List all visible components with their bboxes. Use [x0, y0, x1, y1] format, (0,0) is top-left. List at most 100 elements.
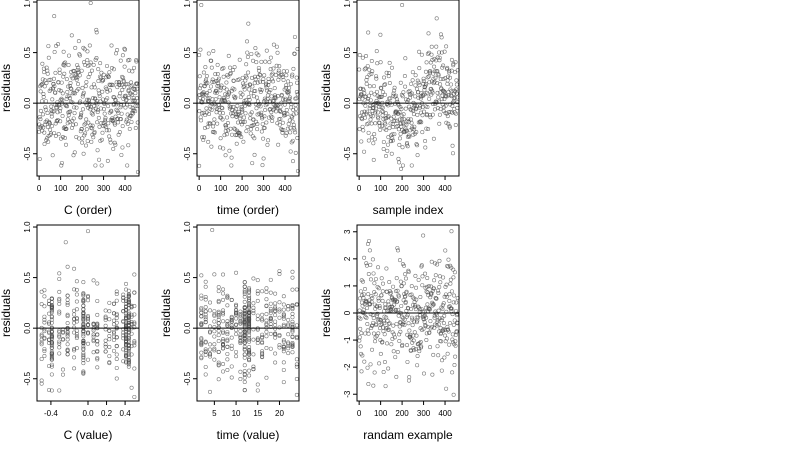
data-point — [277, 64, 282, 69]
data-point — [81, 293, 86, 298]
data-point — [247, 328, 252, 333]
data-point — [446, 327, 451, 332]
data-point — [221, 330, 226, 335]
data-point — [368, 277, 373, 282]
data-point — [436, 291, 441, 296]
data-point — [449, 229, 454, 234]
data-point — [438, 280, 443, 285]
data-point — [39, 342, 44, 347]
data-point — [420, 274, 425, 279]
data-point — [446, 93, 451, 98]
data-point — [399, 284, 404, 289]
data-point — [295, 168, 300, 173]
data-point — [129, 385, 134, 390]
data-point — [437, 258, 442, 263]
data-point — [103, 349, 108, 354]
data-point — [124, 304, 129, 309]
data-point — [274, 109, 279, 114]
data-point — [95, 109, 100, 114]
data-point — [72, 330, 77, 335]
data-point — [65, 332, 70, 337]
data-point — [74, 279, 79, 284]
data-point — [80, 136, 85, 141]
data-point — [86, 314, 91, 319]
data-point — [266, 79, 271, 84]
data-point — [414, 106, 419, 111]
data-point — [121, 359, 126, 364]
data-point — [203, 315, 208, 320]
data-point — [406, 270, 411, 275]
data-point — [57, 301, 62, 306]
data-point — [65, 293, 70, 298]
data-point — [234, 107, 239, 112]
data-point — [277, 325, 282, 330]
data-point — [60, 114, 65, 119]
data-point — [92, 129, 97, 134]
data-point — [380, 298, 385, 303]
data-point — [41, 112, 46, 117]
data-point — [447, 68, 452, 73]
data-point — [57, 339, 62, 344]
data-point — [77, 53, 82, 58]
data-point — [407, 375, 412, 380]
data-point — [281, 349, 286, 354]
data-point — [389, 342, 394, 347]
data-point — [119, 152, 124, 157]
data-point — [135, 169, 140, 174]
data-point — [368, 362, 373, 367]
data-point — [395, 288, 400, 293]
data-point — [389, 151, 394, 156]
data-point — [367, 248, 372, 253]
data-point — [281, 339, 286, 344]
data-point — [419, 120, 424, 125]
data-point — [44, 99, 49, 104]
data-point — [49, 356, 54, 361]
data-point — [232, 87, 237, 92]
data-point — [49, 320, 54, 325]
data-point — [392, 335, 397, 340]
data-point — [373, 292, 378, 297]
data-point — [383, 111, 388, 116]
data-point — [263, 108, 268, 113]
x-tick-label: 200 — [395, 184, 409, 193]
data-point — [74, 292, 79, 297]
data-point — [221, 308, 226, 313]
data-point — [102, 111, 107, 116]
data-point — [229, 343, 234, 348]
data-point — [73, 71, 78, 76]
x-tick-label: 300 — [97, 184, 111, 193]
data-point — [378, 351, 383, 356]
data-point — [359, 139, 364, 144]
data-point — [60, 372, 65, 377]
data-point — [281, 316, 286, 321]
data-point — [264, 297, 269, 302]
data-point — [264, 48, 269, 53]
data-point — [57, 271, 62, 276]
data-point — [74, 335, 79, 340]
data-point — [447, 298, 452, 303]
data-point — [267, 90, 272, 95]
data-point — [385, 318, 390, 323]
data-point — [447, 292, 452, 297]
data-point — [74, 316, 79, 321]
data-point — [242, 338, 247, 343]
data-point — [383, 302, 388, 307]
data-point — [370, 69, 375, 74]
data-point — [291, 112, 296, 117]
data-point — [247, 297, 252, 302]
data-point — [277, 300, 282, 305]
data-point — [107, 70, 112, 75]
data-point — [106, 104, 111, 109]
data-point — [208, 347, 213, 352]
data-point — [268, 310, 273, 315]
data-point — [119, 83, 124, 88]
data-point — [117, 82, 122, 87]
data-point — [206, 139, 211, 144]
data-point — [110, 116, 115, 121]
data-point — [390, 330, 395, 335]
data-point — [81, 303, 86, 308]
data-point — [387, 280, 392, 285]
data-point — [58, 106, 63, 111]
x-axis-title: C (value) — [64, 428, 113, 442]
data-point — [221, 66, 226, 71]
